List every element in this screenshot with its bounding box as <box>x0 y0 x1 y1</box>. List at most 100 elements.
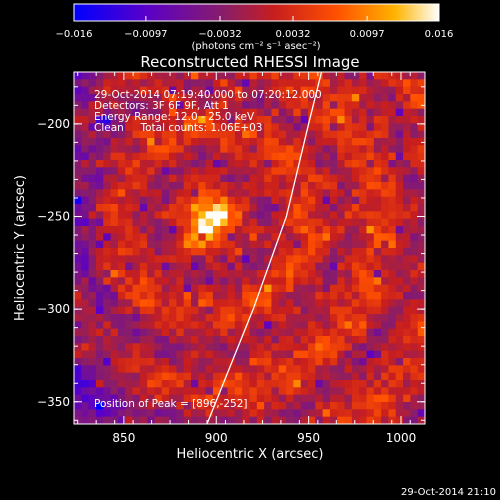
heatmap-cell <box>212 270 221 278</box>
heatmap-cell <box>191 108 199 117</box>
heatmap-cell <box>132 416 141 424</box>
heatmap-cell <box>300 292 309 300</box>
heatmap-cell <box>234 167 243 176</box>
heatmap-cell <box>308 116 316 124</box>
heatmap-cell <box>293 218 302 227</box>
heatmap-cell <box>271 299 280 308</box>
heatmap-cell <box>359 248 367 256</box>
heatmap-cell <box>183 138 192 146</box>
heatmap-cell <box>125 321 133 330</box>
heatmap-cell <box>351 182 360 190</box>
heatmap-cell <box>264 189 272 198</box>
heatmap-cell <box>110 145 119 154</box>
heatmap-cell <box>198 240 207 249</box>
heatmap-cell <box>286 123 294 132</box>
heatmap-cell <box>161 350 170 359</box>
heatmap-cell <box>286 314 294 322</box>
heatmap-cell <box>95 211 104 220</box>
heatmap-cell <box>264 409 272 418</box>
heatmap-cell <box>359 94 367 102</box>
heatmap-cell <box>410 336 419 344</box>
heatmap-cell <box>103 248 111 256</box>
heatmap-cell <box>337 255 345 264</box>
heatmap-cell <box>227 372 236 381</box>
heatmap-cell <box>161 108 170 117</box>
heatmap-cell <box>388 116 397 124</box>
heatmap-cell <box>381 306 389 315</box>
heatmap-cell <box>110 255 119 264</box>
heatmap-cell <box>139 292 148 300</box>
heatmap-cell <box>242 108 250 117</box>
heatmap-cell <box>256 211 265 220</box>
heatmap-cell <box>220 218 228 227</box>
heatmap-cell <box>293 306 302 315</box>
heatmap-cell <box>359 101 367 110</box>
heatmap-cell <box>329 402 338 410</box>
heatmap-cell <box>161 284 170 293</box>
heatmap-cell <box>220 306 228 315</box>
heatmap-cell <box>388 380 397 388</box>
heatmap-cell <box>322 174 331 183</box>
heatmap-cell <box>154 218 163 227</box>
heatmap-cell <box>322 292 331 300</box>
heatmap-cell <box>191 226 199 234</box>
heatmap-cell <box>417 240 425 249</box>
heatmap-cell <box>154 372 163 381</box>
heatmap-cell <box>410 255 419 264</box>
heatmap-cell <box>198 72 207 80</box>
heatmap-cell <box>212 350 221 359</box>
heatmap-cell <box>249 380 258 388</box>
heatmap-cell <box>81 358 90 366</box>
heatmap-cell <box>117 306 126 315</box>
heatmap-cell <box>417 79 425 88</box>
heatmap-cell <box>322 240 331 249</box>
heatmap-cell <box>308 79 316 88</box>
heatmap-cell <box>74 277 82 286</box>
heatmap-cell <box>417 94 425 102</box>
heatmap-cell <box>315 72 324 80</box>
heatmap-cell <box>139 182 148 190</box>
heatmap-cell <box>110 226 119 234</box>
heatmap-cell <box>300 233 309 242</box>
heatmap-cell <box>154 262 163 271</box>
heatmap-cell <box>169 409 177 418</box>
heatmap-cell <box>249 292 258 300</box>
heatmap-cell <box>212 196 221 205</box>
heatmap-cell <box>169 299 177 308</box>
heatmap-cell <box>381 204 389 212</box>
heatmap-cell <box>161 226 170 234</box>
heatmap-cell <box>315 240 324 249</box>
heatmap-cell <box>381 248 389 256</box>
heatmap-cell <box>403 270 411 278</box>
heatmap-cell <box>337 284 345 293</box>
heatmap-cell <box>264 394 272 403</box>
heatmap-cell <box>403 387 411 396</box>
heatmap-cell <box>344 189 353 198</box>
annotation-peak-position: Position of Peak = [896,-252] <box>94 398 248 410</box>
heatmap-cell <box>147 86 155 95</box>
heatmap-cell <box>337 394 345 403</box>
heatmap-cell <box>337 314 345 322</box>
heatmap-cell <box>351 130 360 139</box>
heatmap-cell <box>88 416 97 424</box>
heatmap-cell <box>315 108 324 117</box>
heatmap-cell <box>410 343 419 352</box>
heatmap-cell <box>212 152 221 161</box>
heatmap-cell <box>373 204 382 212</box>
heatmap-cell <box>359 270 367 278</box>
heatmap-cell <box>264 336 272 344</box>
heatmap-cell <box>103 394 111 403</box>
heatmap-cell <box>344 358 353 366</box>
heatmap-cell <box>308 240 316 249</box>
heatmap-cell <box>373 108 382 117</box>
heatmap-cell <box>212 409 221 418</box>
heatmap-cell <box>81 160 90 168</box>
heatmap-cell <box>74 116 82 124</box>
heatmap-cell <box>366 255 375 264</box>
heatmap-cell <box>373 358 382 366</box>
heatmap-cell <box>373 343 382 352</box>
colorbar-tick-label: 0.016 <box>425 29 454 40</box>
heatmap-cell <box>403 218 411 227</box>
heatmap-cell <box>359 343 367 352</box>
heatmap-cell <box>95 167 104 176</box>
